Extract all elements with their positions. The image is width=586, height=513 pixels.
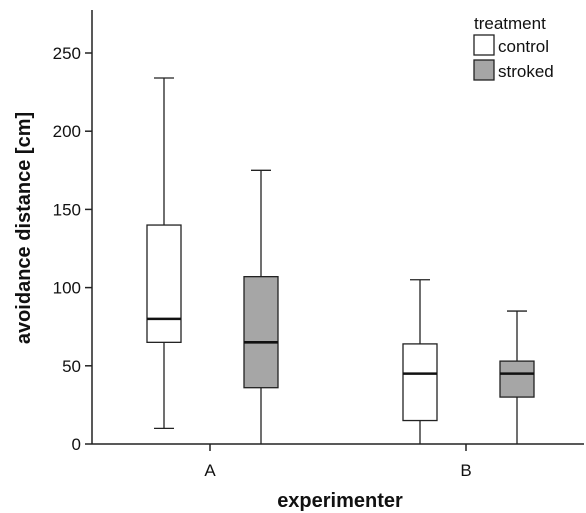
legend-swatch-control (473, 34, 495, 56)
box-iqr (243, 276, 279, 389)
x-tick-label: A (204, 461, 216, 480)
legend-label-stroked: stroked (498, 62, 554, 81)
box-iqr (499, 360, 535, 398)
box-stroked-A (243, 169, 279, 444)
plot-area (146, 77, 535, 444)
axes: 0 50 100 150 200 250 A B (53, 10, 584, 480)
y-tick-label: 0 (72, 435, 81, 454)
y-tick-label: 50 (62, 357, 81, 376)
legend-label-control: control (498, 37, 549, 56)
x-axis-title: experimenter (277, 490, 403, 512)
y-tick-label: 100 (53, 279, 81, 298)
y-tick-label: 150 (53, 200, 81, 219)
box-iqr (146, 224, 182, 343)
legend: treatment control stroked (473, 14, 554, 81)
box-stroked-B (499, 310, 535, 444)
box-control-B (402, 279, 438, 444)
y-axis-title: avoidance distance [cm] (13, 112, 35, 344)
legend-swatch-stroked (473, 59, 495, 81)
y-tick-label: 200 (53, 122, 81, 141)
box-iqr (402, 343, 438, 422)
x-tick-label: B (460, 461, 471, 480)
box-control-A (146, 77, 182, 430)
legend-title: treatment (474, 14, 546, 33)
y-tick-label: 250 (53, 44, 81, 63)
